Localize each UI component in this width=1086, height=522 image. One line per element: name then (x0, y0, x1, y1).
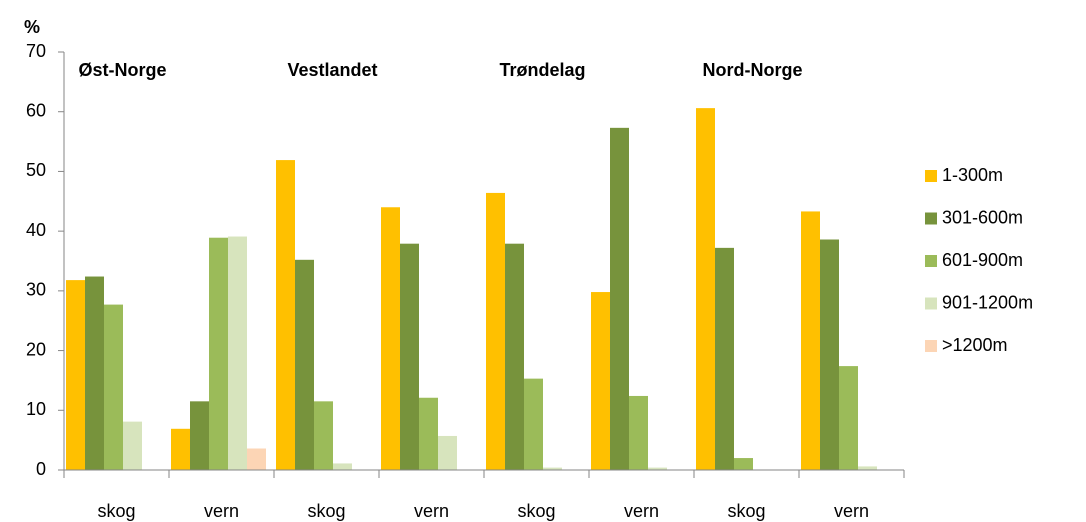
x-tick-label: skog (517, 501, 555, 521)
bar (505, 243, 524, 470)
x-tick-label: vern (624, 501, 659, 521)
legend-swatch (925, 212, 937, 225)
region-label: Nord-Norge (703, 60, 803, 80)
y-tick-label: 70 (26, 41, 46, 61)
y-tick-label: 50 (26, 160, 46, 180)
bar (209, 237, 228, 470)
bar (820, 239, 839, 470)
bar (858, 466, 877, 470)
legend-label: 901-1200m (942, 292, 1033, 312)
bar (190, 401, 209, 470)
bar (715, 247, 734, 470)
bar (314, 401, 333, 470)
legend-label: 601-900m (942, 250, 1023, 270)
bar (66, 280, 85, 470)
y-tick-label: 30 (26, 280, 46, 300)
legend-swatch (925, 255, 937, 267)
x-tick-label: skog (97, 501, 135, 521)
bar (734, 458, 753, 470)
bar (123, 421, 142, 470)
x-tick-label: skog (727, 501, 765, 521)
bar (543, 467, 562, 470)
x-tick-label: vern (204, 501, 239, 521)
bar (104, 304, 123, 470)
bar (648, 467, 667, 470)
y-tick-label: 0 (36, 459, 46, 479)
bar (524, 378, 543, 470)
bar (591, 292, 610, 470)
bar (85, 276, 104, 470)
bar (801, 211, 820, 471)
bar (696, 108, 715, 470)
bar (381, 207, 400, 470)
bar (419, 397, 438, 470)
bar (839, 366, 858, 470)
x-tick-label: vern (414, 501, 449, 521)
x-tick-label: vern (834, 501, 869, 521)
legend-swatch (925, 340, 937, 352)
bar (438, 435, 457, 470)
region-label: Trøndelag (499, 60, 585, 80)
bar (629, 395, 648, 470)
region-label: Øst-Norge (78, 60, 166, 80)
y-axis-label: % (24, 17, 40, 37)
y-tick-label: 10 (26, 399, 46, 419)
bar (276, 160, 295, 470)
bar (486, 192, 505, 470)
y-tick-label: 20 (26, 339, 46, 359)
legend-swatch (925, 297, 937, 310)
x-tick-label: skog (307, 501, 345, 521)
legend-swatch (925, 170, 937, 182)
legend-label: >1200m (942, 335, 1008, 355)
bar (333, 463, 352, 470)
bar (247, 448, 266, 470)
legend-label: 301-600m (942, 207, 1023, 227)
y-tick-label: 60 (26, 100, 46, 120)
legend-label: 1-300m (942, 165, 1003, 185)
region-label: Vestlandet (287, 60, 377, 80)
bar (171, 428, 190, 470)
bar (295, 259, 314, 470)
y-tick-label: 40 (26, 220, 46, 240)
bar (610, 127, 629, 470)
bar (400, 243, 419, 470)
bar (228, 236, 247, 470)
